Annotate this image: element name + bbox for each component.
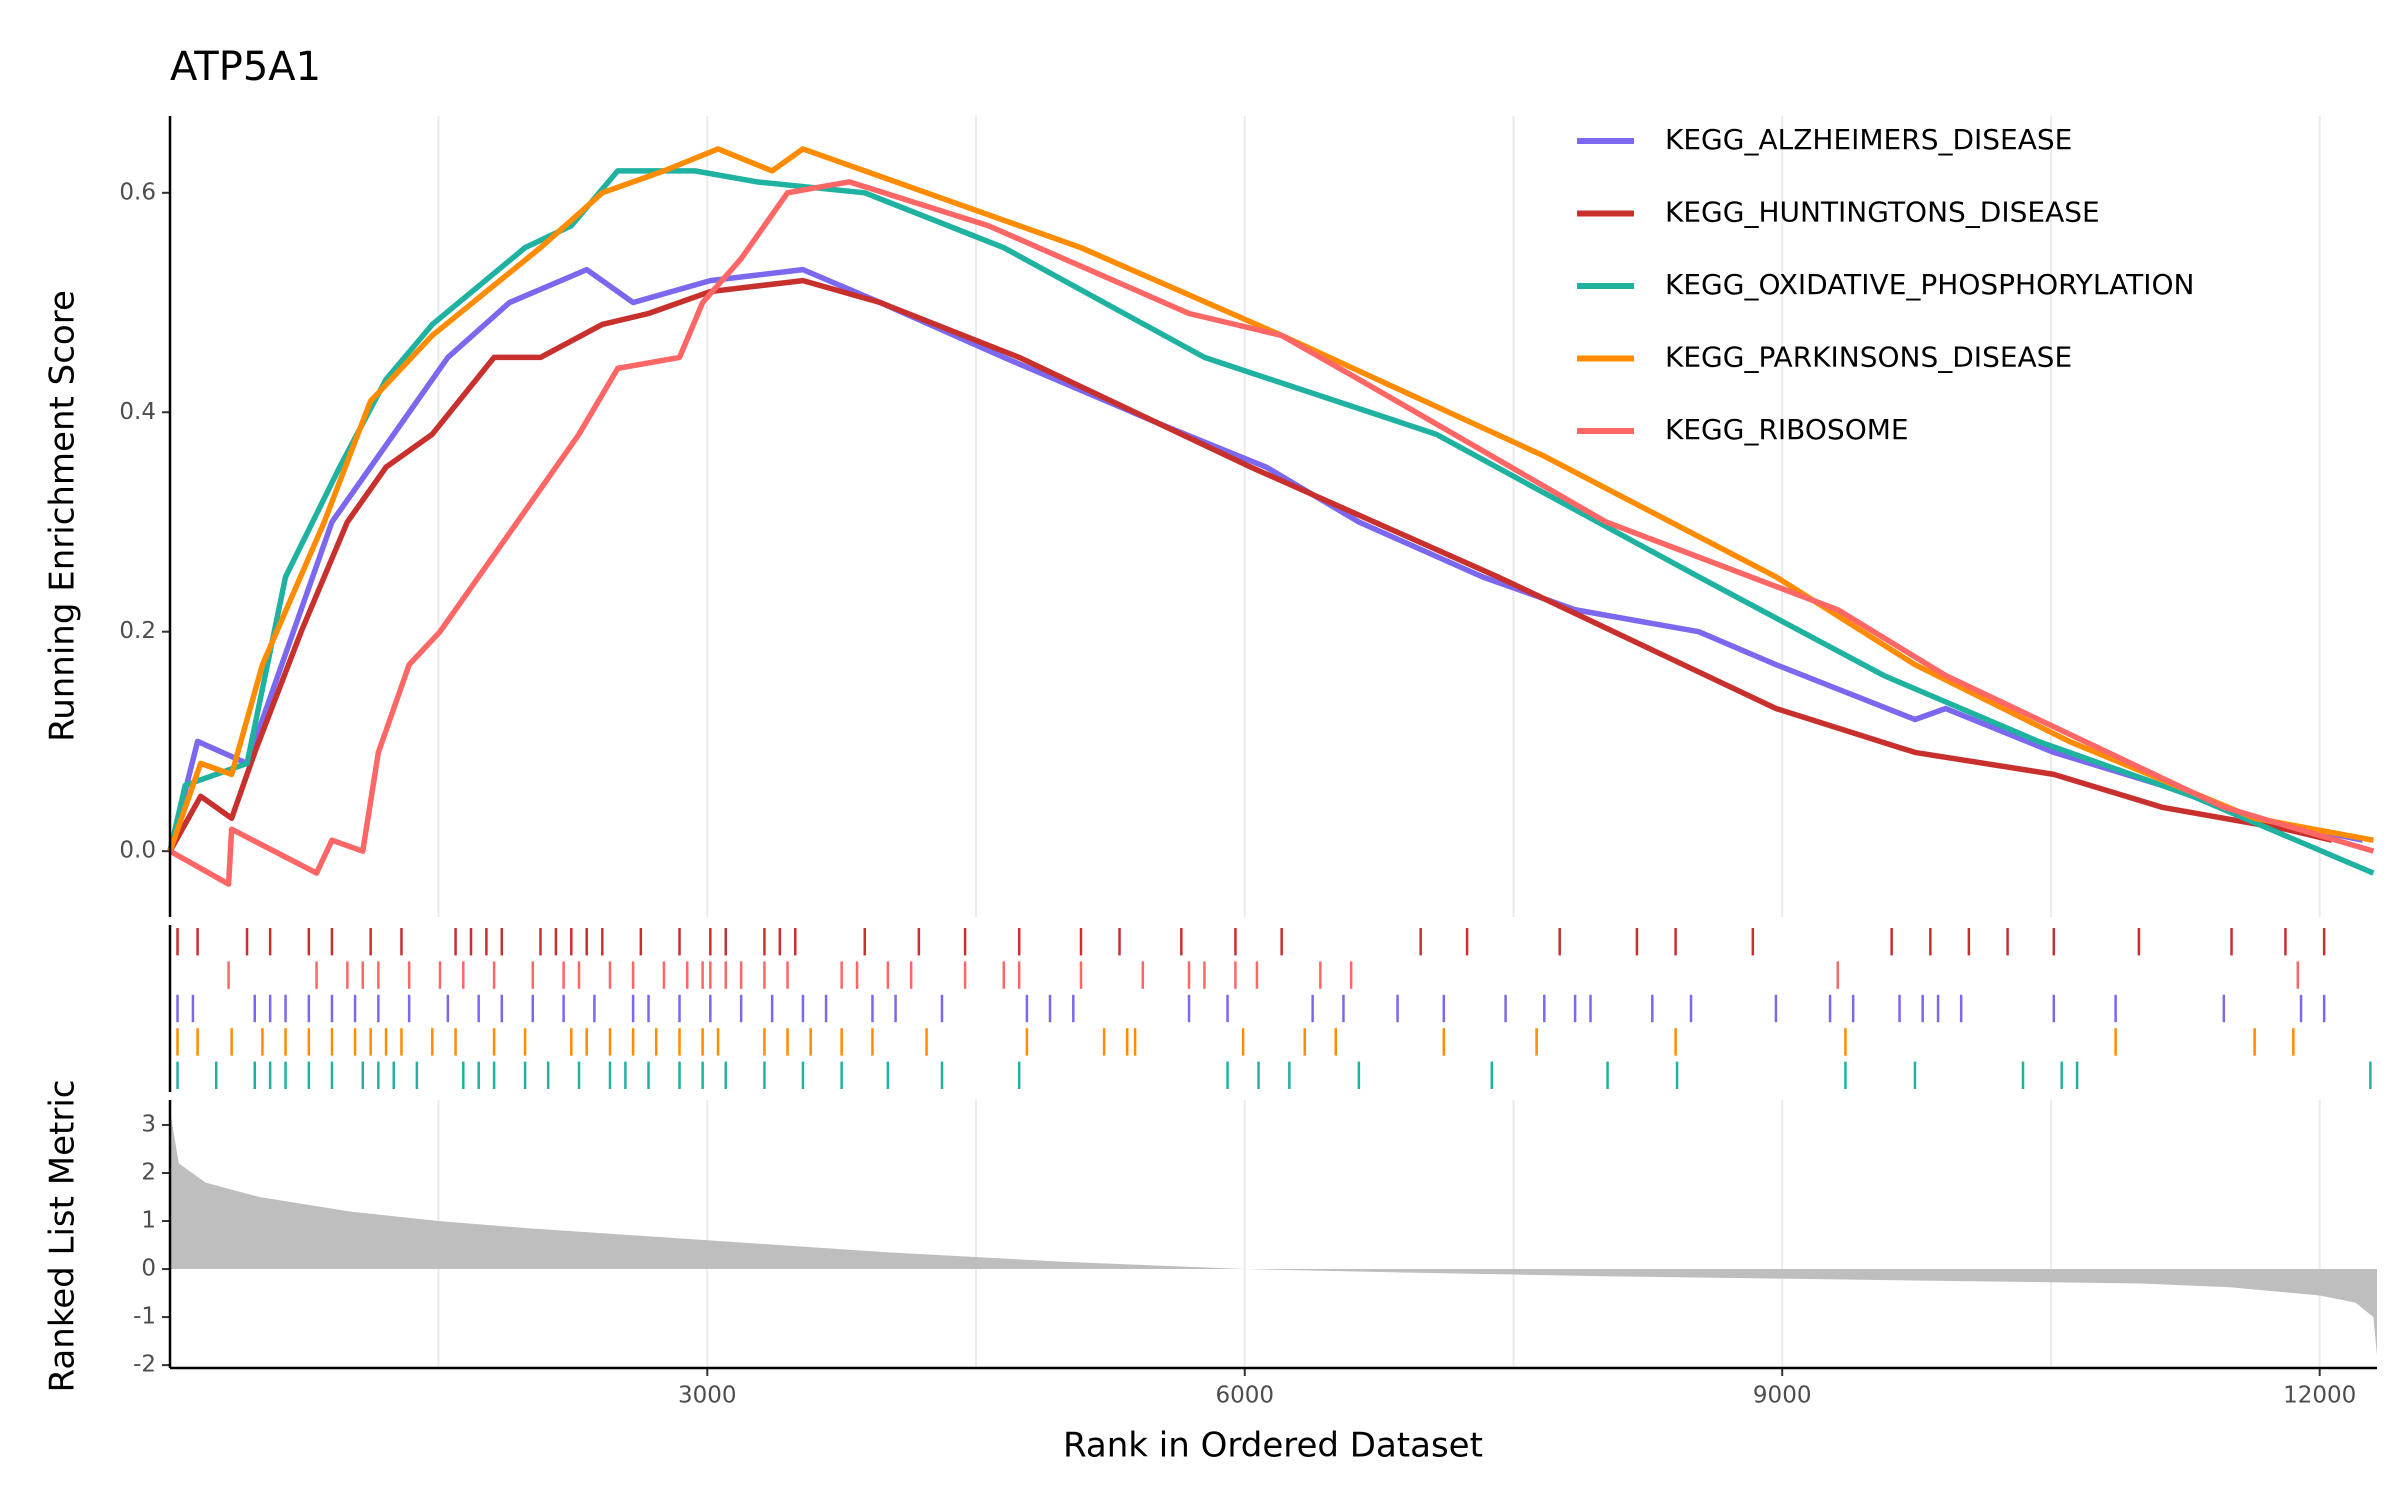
y-tick-label: -2: [133, 1352, 156, 1378]
x-tick-label: 12000: [2283, 1383, 2356, 1409]
enrichment-line: [167, 168, 2375, 876]
legend-label: KEGG_HUNTINGTONS_DISEASE: [1665, 196, 2100, 229]
y-tick-label: 0.0: [119, 838, 156, 864]
y-tick-label: -1: [133, 1304, 156, 1330]
y-tick-label: 0.4: [119, 399, 156, 425]
legend-label: KEGG_RIBOSOME: [1665, 413, 1909, 446]
x-tick-label: 9000: [1753, 1383, 1812, 1409]
legend-label: KEGG_PARKINSONS_DISEASE: [1665, 341, 2072, 374]
x-tick-label: 3000: [678, 1383, 737, 1409]
y-tick-label: 3: [141, 1111, 156, 1137]
legend-label: KEGG_ALZHEIMERS_DISEASE: [1665, 123, 2072, 156]
y-tick-label: 0: [141, 1256, 156, 1282]
x-tick-label: 6000: [1215, 1383, 1274, 1409]
y-tick-label: 0.6: [119, 179, 156, 205]
y-tick-label: 1: [141, 1208, 156, 1234]
x-axis-title: Rank in Ordered Dataset: [1063, 1426, 1483, 1466]
metric-area: [170, 1110, 2377, 1356]
metric-y-axis-title: Ranked List Metric: [43, 1080, 83, 1393]
enrichment-line: [167, 146, 2374, 853]
y-tick-label: 2: [141, 1160, 156, 1186]
y-axis-title: Running Enrichment Score: [43, 290, 83, 742]
y-tick-label: 0.2: [119, 618, 156, 644]
legend-label: KEGG_OXIDATIVE_PHOSPHORYLATION: [1665, 268, 2194, 301]
chart-title: ATP5A1: [170, 44, 321, 90]
enrichment-line: [168, 179, 2375, 887]
